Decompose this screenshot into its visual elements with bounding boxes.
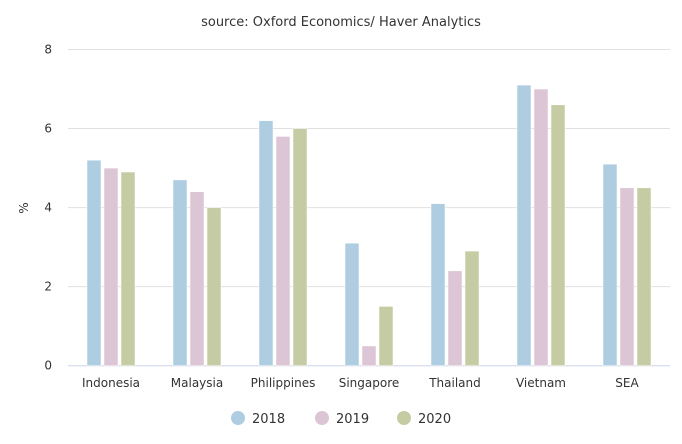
legend-item-2019[interactable]: 2019 [315, 411, 369, 427]
chart-title: source: Oxford Economics/ Haver Analytic… [201, 15, 481, 30]
x-tick-label: Vietnam [516, 376, 566, 390]
x-tick-label: SEA [615, 376, 639, 390]
legend-label: 2018 [252, 412, 285, 427]
bar-2019-vietnam[interactable] [533, 88, 549, 366]
bar-2020-malaysia[interactable] [206, 207, 222, 366]
legend-marker [231, 411, 245, 425]
bar-2020-vietnam[interactable] [550, 104, 566, 366]
y-tick-label: 2 [44, 280, 52, 294]
legend-label: 2020 [418, 412, 451, 427]
bar-2020-indonesia[interactable] [120, 171, 136, 366]
bar-2018-vietnam[interactable] [516, 84, 532, 366]
bar-2018-sea[interactable] [602, 163, 618, 366]
bar-2020-philippines[interactable] [292, 128, 308, 366]
bar-2020-sea[interactable] [636, 187, 652, 366]
bar-2019-thailand[interactable] [447, 270, 463, 366]
bar-2018-indonesia[interactable] [86, 159, 102, 366]
x-tick-label: Indonesia [82, 376, 140, 390]
y-tick-label: 0 [44, 359, 52, 373]
y-tick-label: 4 [44, 201, 52, 215]
bar-2019-singapore[interactable] [361, 345, 377, 366]
legend-marker [315, 411, 329, 425]
legend-item-2020[interactable]: 2020 [397, 411, 451, 427]
bar-2018-philippines[interactable] [258, 120, 274, 366]
legend-marker [397, 411, 411, 425]
bar-2019-philippines[interactable] [275, 136, 291, 366]
bar-2019-indonesia[interactable] [103, 167, 119, 366]
bar-2019-malaysia[interactable] [189, 191, 205, 366]
x-tick-label: Malaysia [171, 376, 223, 390]
x-tick-label: Thailand [428, 376, 481, 390]
bar-2018-malaysia[interactable] [172, 179, 188, 366]
x-tick-label: Singapore [339, 376, 400, 390]
y-tick-label: 8 [44, 43, 52, 57]
bar-2018-thailand[interactable] [430, 203, 446, 366]
y-axis-label: % [17, 202, 31, 213]
legend-label: 2019 [336, 412, 369, 427]
legend-item-2018[interactable]: 2018 [231, 411, 285, 427]
bar-2018-singapore[interactable] [344, 242, 360, 366]
y-tick-label: 6 [44, 122, 52, 136]
bar-2019-sea[interactable] [619, 187, 635, 366]
x-tick-label: Philippines [251, 376, 316, 390]
bar-2020-singapore[interactable] [378, 306, 394, 366]
bar-2020-thailand[interactable] [464, 250, 480, 366]
